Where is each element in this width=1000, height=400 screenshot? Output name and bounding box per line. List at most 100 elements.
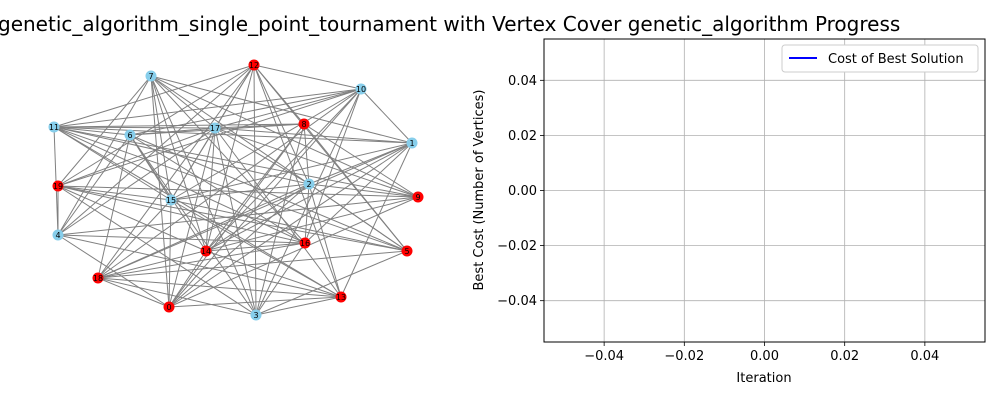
graph-edge [53, 126, 419, 198]
cover-node-marker [163, 301, 175, 313]
y-tick-label: 0.00 [508, 184, 537, 199]
chart-legend: Cost of Best Solution [781, 44, 979, 73]
node-marker [52, 229, 64, 241]
node-label: 5 [404, 247, 409, 256]
graph-edge [170, 88, 362, 201]
legend-label: Cost of Best Solution [828, 52, 964, 67]
graph-edge [53, 126, 408, 252]
graph-edge [97, 277, 170, 308]
x-tick-label: −0.02 [664, 349, 704, 364]
x-axis-ticks: −0.04 −0.02 0.00 0.02 0.04 [584, 342, 939, 364]
graph-edge [150, 75, 419, 198]
graph-edge [53, 126, 413, 144]
graph-edge [214, 127, 310, 185]
graph-node: 14 [200, 245, 212, 257]
graph-edge [97, 196, 419, 279]
graph-edge [97, 183, 310, 279]
graph-node: 3 [250, 309, 262, 321]
node-label: 15 [166, 196, 176, 205]
cover-node-marker [335, 291, 347, 303]
graph-edge [303, 123, 310, 185]
graph-edge [168, 142, 413, 308]
graph-edge [255, 250, 408, 316]
graph-edge [304, 142, 413, 244]
graph-edge [168, 183, 310, 308]
graph-node: 9 [412, 191, 424, 203]
graph-edge [57, 127, 216, 187]
graph-edge [205, 142, 413, 252]
graph-edge [168, 196, 419, 308]
graph-edge [97, 64, 255, 279]
graph-edge [205, 242, 306, 252]
graph-edge [97, 242, 306, 279]
graph-edge [150, 75, 257, 316]
graph-node: 11 [48, 121, 60, 133]
node-label: 12 [249, 61, 259, 70]
node-label: 19 [53, 182, 63, 191]
graph-title: genetic_algorithm_single_point_tournamen… [0, 12, 622, 36]
graph-edge [129, 134, 408, 252]
graph-edge [308, 183, 342, 298]
node-marker [406, 137, 418, 149]
graph-edge [53, 126, 306, 244]
graph-edge [57, 185, 257, 316]
graph-node: 17 [209, 122, 221, 134]
cover-node-marker [52, 180, 64, 192]
graph-edge [205, 123, 305, 252]
node-marker [250, 309, 262, 321]
graph-edge [168, 127, 216, 308]
graph-node: 2 [303, 178, 315, 190]
graph-node: 16 [299, 237, 311, 249]
node-marker [209, 122, 221, 134]
progress-chart-title: genetic_algorithm Progress [628, 12, 901, 36]
x-tick-label: 0.04 [910, 349, 939, 364]
y-tick-label: −0.02 [497, 239, 537, 254]
legend-box [781, 44, 979, 73]
graph-node: 0 [163, 301, 175, 313]
graph-edge [57, 185, 408, 252]
graph-edge [53, 88, 362, 128]
graph-edge [168, 296, 342, 308]
graph-node: 12 [248, 59, 260, 71]
graph-edge [205, 64, 255, 252]
graph-edge [57, 75, 152, 236]
progress-chart: genetic_algorithm Progress −0.04 −0.02 0.0… [472, 12, 986, 386]
graph-edge [57, 185, 306, 244]
graph-node: 13 [335, 291, 347, 303]
cover-node-marker [248, 59, 260, 71]
graph-edge [57, 185, 207, 252]
node-marker [303, 178, 315, 190]
graph-edge [360, 88, 413, 144]
node-label: 1 [409, 139, 414, 148]
node-label: 2 [306, 180, 311, 189]
graph-edge [53, 126, 172, 201]
y-axis-ticks: −0.04 −0.02 0.00 0.02 0.04 [497, 74, 544, 309]
node-label: 0 [166, 303, 171, 312]
graph-edge [57, 234, 306, 244]
node-label: 4 [55, 231, 60, 240]
graph-node: 4 [52, 229, 64, 241]
node-label: 18 [93, 274, 103, 283]
x-tick-label: 0.00 [750, 349, 779, 364]
chart-grid [544, 39, 985, 342]
graph-node: 7 [145, 70, 157, 82]
graph-edge [308, 142, 413, 185]
graph-edge [97, 277, 342, 298]
graph-edge [205, 250, 342, 298]
y-axis-label: Best Cost (Number of Vertices) [472, 90, 487, 291]
node-label: 10 [356, 85, 366, 94]
graph-edge [129, 134, 306, 244]
graph-edge [57, 196, 419, 236]
graph-edge [150, 75, 306, 244]
graph-edge [150, 75, 408, 252]
graph-edge [150, 75, 207, 252]
cover-node-marker [200, 245, 212, 257]
node-marker [145, 70, 157, 82]
node-label: 6 [127, 131, 132, 140]
graph-edge [214, 64, 255, 129]
graph-edge [57, 127, 216, 236]
graph-node: 19 [52, 180, 64, 192]
graph-edge [57, 75, 152, 187]
graph-edge [340, 142, 413, 298]
